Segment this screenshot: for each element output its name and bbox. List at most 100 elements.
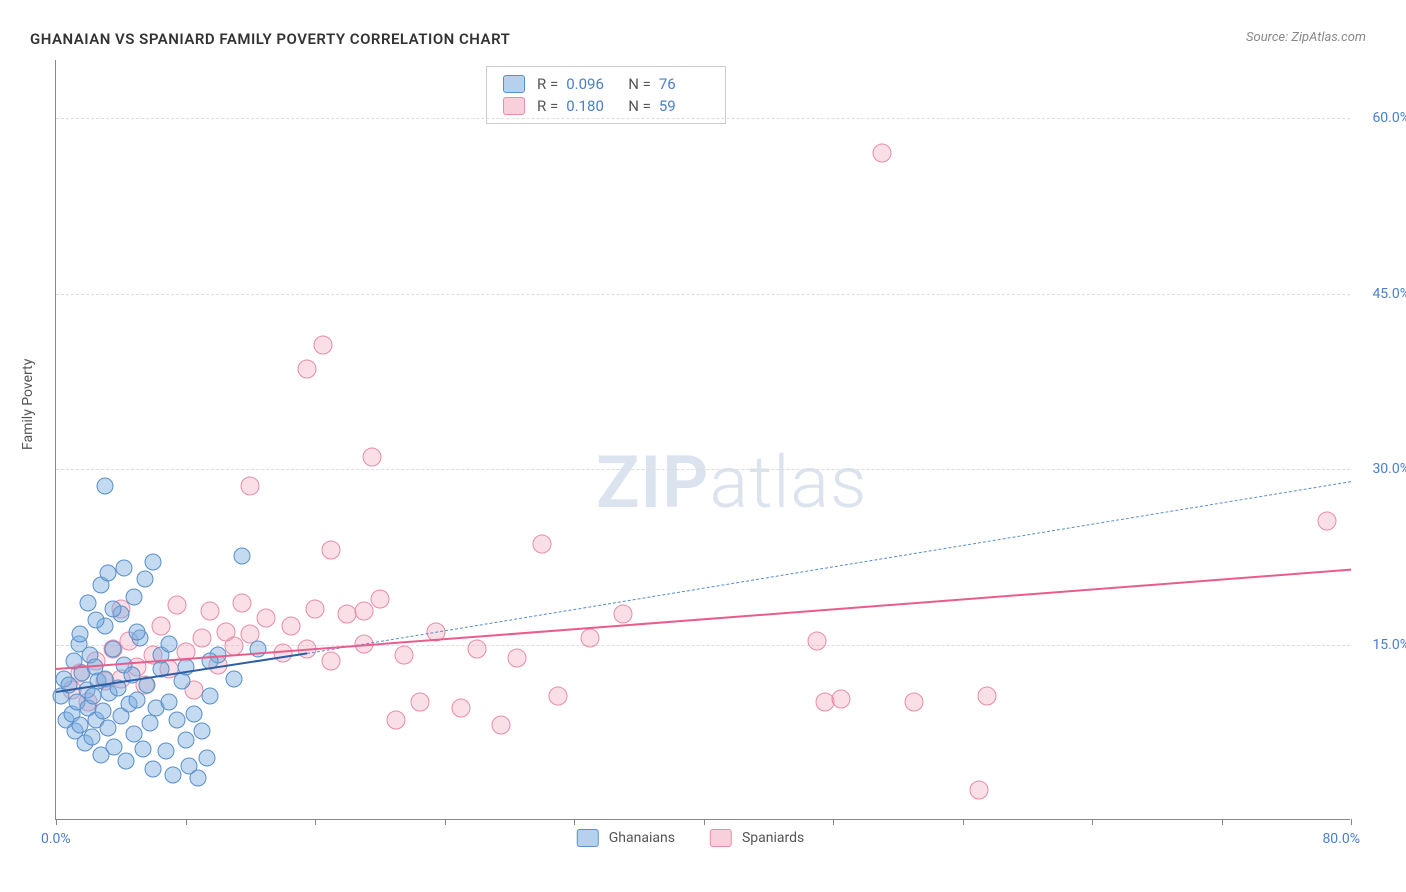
- scatter-point: [80, 594, 97, 611]
- legend-swatch: [503, 75, 525, 93]
- scatter-point: [104, 641, 121, 658]
- scatter-point: [190, 770, 207, 787]
- scatter-point: [88, 612, 105, 629]
- scatter-point: [395, 646, 414, 665]
- legend-series-label: Spaniards: [742, 830, 804, 846]
- x-tick: [56, 819, 57, 825]
- scatter-point: [128, 623, 145, 640]
- scatter-point: [532, 535, 551, 554]
- scatter-point: [233, 593, 252, 612]
- legend-n-label: N =: [628, 97, 651, 115]
- scatter-point: [250, 641, 267, 658]
- scatter-point: [99, 565, 116, 582]
- scatter-point: [613, 605, 632, 624]
- scatter-point: [322, 652, 341, 671]
- scatter-point: [226, 670, 243, 687]
- scatter-point: [145, 760, 162, 777]
- scatter-point: [322, 541, 341, 560]
- scatter-point: [185, 705, 202, 722]
- scatter-point: [306, 599, 325, 618]
- scatter-point: [169, 711, 186, 728]
- scatter-point: [193, 723, 210, 740]
- scatter-point: [370, 590, 389, 609]
- x-max-label: 80.0%: [1322, 831, 1360, 847]
- scatter-point: [137, 571, 154, 588]
- scatter-point: [96, 477, 113, 494]
- scatter-point: [467, 640, 486, 659]
- watermark: ZIPatlas: [596, 440, 868, 525]
- scatter-point: [257, 608, 276, 627]
- scatter-point: [94, 703, 111, 720]
- scatter-point: [832, 689, 851, 708]
- legend-series-label: Ghanaians: [609, 830, 675, 846]
- scatter-point: [117, 752, 134, 769]
- scatter-point: [201, 688, 218, 705]
- scatter-point: [164, 766, 181, 783]
- scatter-point: [177, 731, 194, 748]
- scatter-point: [314, 336, 333, 355]
- scatter-point: [158, 743, 175, 760]
- scatter-point: [125, 725, 142, 742]
- legend-series: Ghanaians Spaniards: [577, 829, 829, 847]
- scatter-point: [161, 694, 178, 711]
- legend-n-label: N =: [628, 75, 651, 93]
- scatter-point: [281, 617, 300, 636]
- scatter-point: [125, 588, 142, 605]
- legend-swatch: [577, 829, 599, 847]
- gridline: [56, 118, 1350, 119]
- x-tick: [1222, 819, 1223, 825]
- legend-row: R =0.096N =76: [503, 73, 709, 95]
- scatter-point: [200, 601, 219, 620]
- scatter-point: [508, 648, 527, 667]
- scatter-point: [85, 688, 102, 705]
- legend-row: R =0.180N =59: [503, 95, 709, 117]
- source-attribution: Source: ZipAtlas.com: [1246, 30, 1366, 45]
- scatter-point: [152, 617, 171, 636]
- x-tick: [833, 819, 834, 825]
- scatter-point: [548, 687, 567, 706]
- x-tick: [574, 819, 575, 825]
- y-tick-label: 60.0%: [1355, 110, 1406, 126]
- y-tick-label: 45.0%: [1355, 286, 1406, 302]
- chart-title: GHANAIAN VS SPANIARD FAMILY POVERTY CORR…: [30, 30, 510, 48]
- scatter-point: [872, 143, 891, 162]
- x-tick: [1092, 819, 1093, 825]
- scatter-point: [141, 715, 158, 732]
- legend-r-label: R =: [537, 97, 558, 115]
- scatter-point: [241, 476, 260, 495]
- legend-n-value: 59: [659, 97, 709, 115]
- scatter-point: [581, 628, 600, 647]
- scatter-point: [192, 628, 211, 647]
- scatter-point: [411, 693, 430, 712]
- scatter-point: [198, 750, 215, 767]
- trend-line: [56, 569, 1351, 670]
- scatter-point: [297, 359, 316, 378]
- scatter-point: [104, 600, 121, 617]
- scatter-point: [115, 559, 132, 576]
- scatter-point: [362, 447, 381, 466]
- x-origin-label: 0.0%: [41, 831, 71, 847]
- x-tick: [315, 819, 316, 825]
- scatter-point: [145, 553, 162, 570]
- scatter-point: [904, 693, 923, 712]
- legend-swatch: [503, 97, 525, 115]
- scatter-point: [1317, 511, 1336, 530]
- scatter-point: [128, 691, 145, 708]
- scatter-point: [168, 596, 187, 615]
- x-tick: [445, 819, 446, 825]
- y-tick-label: 30.0%: [1355, 461, 1406, 477]
- scatter-point: [234, 547, 251, 564]
- trend-line: [307, 481, 1351, 654]
- legend-r-label: R =: [537, 75, 558, 93]
- legend-correlation-box: R =0.096N =76R =0.180N =59: [486, 66, 726, 124]
- scatter-point: [386, 710, 405, 729]
- scatter-point: [354, 601, 373, 620]
- y-axis-label: Family Poverty: [20, 359, 36, 450]
- legend-r-value: 0.096: [566, 75, 616, 93]
- plot-area: ZIPatlas R =0.096N =76R =0.180N =59 Ghan…: [55, 60, 1350, 820]
- gridline: [56, 469, 1350, 470]
- scatter-point: [977, 687, 996, 706]
- y-tick-label: 15.0%: [1355, 637, 1406, 653]
- x-tick: [704, 819, 705, 825]
- x-tick: [186, 819, 187, 825]
